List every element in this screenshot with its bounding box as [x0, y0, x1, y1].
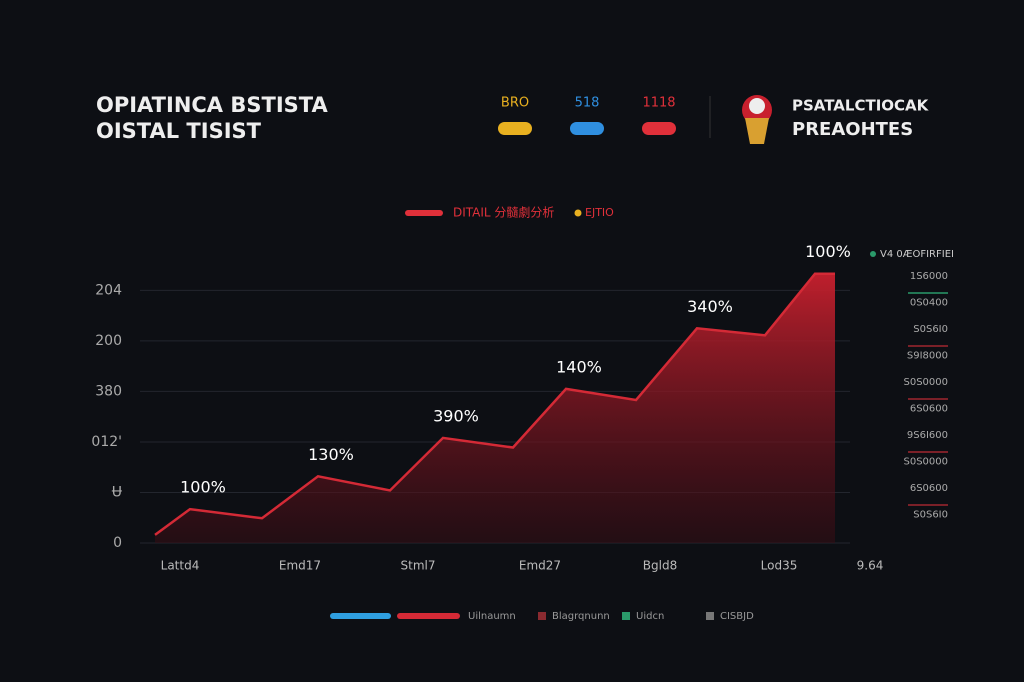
side-legend-item: 9S6I600	[907, 430, 948, 441]
stat-value: 1118	[642, 96, 675, 111]
bottom-swatch	[538, 612, 546, 620]
stat-pill	[642, 122, 676, 135]
side-legend-dot	[870, 251, 876, 257]
bottom-swatch	[622, 612, 630, 620]
x-tick-label: Lod35	[761, 559, 798, 573]
x-tick-label: 9.64	[857, 559, 884, 573]
brand-line: PREAOHTES	[792, 119, 913, 140]
x-tick-label: Stml7	[401, 559, 436, 573]
y-tick-label: 200	[95, 333, 122, 349]
title-line: OPIATINCA BSTISTA	[96, 93, 328, 117]
side-legend-item: 0S0400	[910, 298, 948, 309]
side-legend-item: S0S0000	[903, 457, 948, 468]
y-tick-label: 012'	[91, 434, 122, 450]
bottom-legend-label: Uidcn	[636, 611, 664, 622]
logo	[742, 95, 772, 144]
x-tick-label: Emd27	[519, 559, 561, 573]
side-legend-item: S0S6I0	[913, 324, 948, 335]
annotation: 130%	[308, 445, 354, 464]
bottom-swatch	[706, 612, 714, 620]
side-legend-item: S0S6I0	[913, 510, 948, 521]
stat-pill	[570, 122, 604, 135]
annotation: 340%	[687, 297, 733, 316]
x-tick-label: Bgld8	[643, 559, 677, 573]
area-line	[154, 272, 835, 536]
annotation: 140%	[556, 357, 602, 376]
bottom-legend-label: CISBJD	[720, 611, 754, 622]
bottom-legend-label: Blagrqnunn	[552, 611, 610, 622]
bottom-legend-label: Uilnaumn	[468, 611, 516, 622]
stat-value: BRO	[501, 96, 529, 111]
y-tick-label: 0	[113, 535, 122, 551]
annotation: 390%	[433, 406, 479, 425]
area	[155, 273, 835, 543]
y-tick-label: Ʉ	[112, 484, 123, 500]
title-line: OISTAL TISIST	[96, 119, 262, 143]
x-tick-label: Emd17	[279, 559, 321, 573]
side-legend-item: 6S0600	[910, 483, 948, 494]
y-tick-label: 204	[95, 282, 122, 298]
y-tick-label: 380	[95, 383, 122, 399]
legend-swatch	[574, 209, 582, 217]
side-legend-title: V4 0ÆOFIRFIEI	[880, 249, 954, 260]
side-legend-item: S9I8000	[907, 351, 948, 362]
side-legend-item: 1S6000	[910, 271, 948, 282]
stat-pill	[498, 122, 532, 135]
brand-line: PSATALCTIOCAK	[792, 97, 930, 115]
annotation: 100%	[805, 242, 851, 261]
legend-label: DITAIL 分髓劇分析	[453, 206, 554, 220]
annotation: 100%	[180, 478, 226, 497]
legend-label: EJTIO	[585, 206, 614, 219]
side-legend-item: S0S0000	[903, 377, 948, 388]
x-tick-label: Lattd4	[161, 559, 200, 573]
side-legend-item: 6S0600	[910, 404, 948, 415]
stat-value: 518	[575, 96, 600, 111]
